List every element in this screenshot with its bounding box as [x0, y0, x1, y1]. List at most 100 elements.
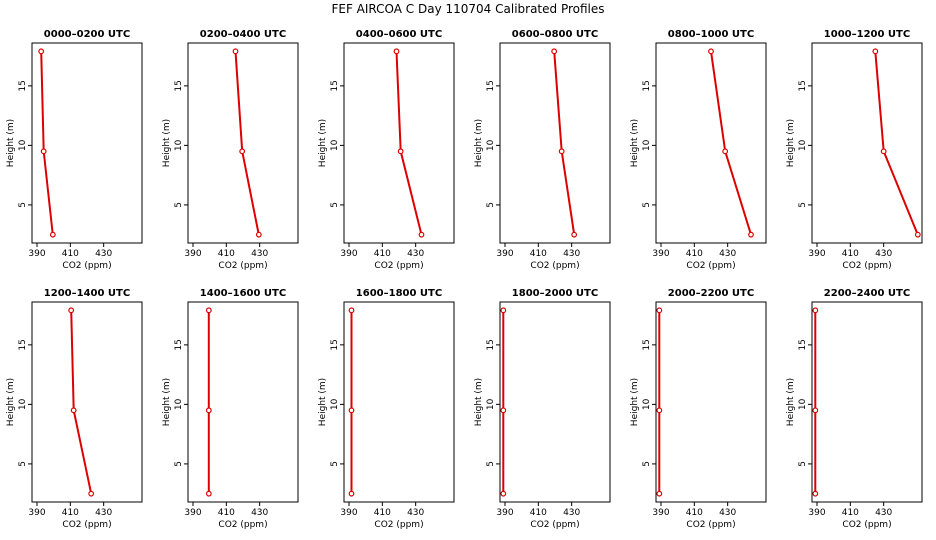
y-axis-label: Height (m): [474, 378, 484, 426]
data-point: [68, 307, 75, 314]
profile-panel: 0200–0400 UTC 390 410 430 5 10 15 CO2 (ppm) Heig…: [162, 29, 299, 271]
y-tick-label: 5: [174, 202, 184, 208]
profile-panel: 0000–0200 UTC 390 410 430 5 10 15 CO2 (ppm) Heig…: [6, 29, 143, 271]
x-axis-label: CO2 (ppm): [530, 520, 579, 530]
x-axis-label: CO2 (ppm): [686, 261, 735, 271]
y-tick-label: 15: [18, 339, 28, 350]
data-point: [656, 407, 663, 414]
profile-line: [395, 51, 423, 235]
x-tick-label: 410: [62, 249, 79, 259]
plot-frame: [187, 301, 299, 503]
x-axis-label: CO2 (ppm): [218, 520, 267, 530]
profile-panel: 1800–2000 UTC 390 410 430 5 10 15 CO2 (ppm) Heig…: [474, 288, 611, 530]
x-tick-label: 390: [496, 249, 513, 259]
y-axis-label: Height (m): [786, 119, 796, 167]
y-tick-label: 15: [486, 80, 496, 91]
x-tick-label: 430: [875, 508, 892, 518]
panel-title: 0200–0400 UTC: [200, 29, 286, 40]
plot-frame: [655, 42, 767, 244]
plot-frame: [811, 301, 923, 503]
plot-frame: [187, 42, 299, 244]
panel-title: 0400–0600 UTC: [356, 29, 442, 40]
profile-panel: 2000–2200 UTC 390 410 430 5 10 15 CO2 (ppm) Heig…: [630, 288, 767, 530]
y-tick-label: 10: [330, 398, 340, 410]
data-point: [348, 407, 355, 414]
x-tick-label: 430: [251, 249, 268, 259]
panel-title: 1400–1600 UTC: [200, 288, 286, 299]
profile-line: [553, 51, 576, 235]
x-axis-label: CO2 (ppm): [530, 261, 579, 271]
y-axis-label: Height (m): [318, 378, 328, 426]
x-tick-label: 390: [28, 249, 45, 259]
data-point: [348, 490, 355, 497]
profile-panel: 1400–1600 UTC 390 410 430 5 10 15 CO2 (ppm) Heig…: [162, 288, 299, 530]
y-tick-label: 5: [330, 202, 340, 208]
y-axis-label: Height (m): [162, 119, 172, 167]
panel-title: 1200–1400 UTC: [44, 288, 130, 299]
profile-panel: 0600–0800 UTC 390 410 430 5 10 15 CO2 (ppm) Heig…: [474, 29, 611, 271]
y-axis-label: Height (m): [630, 119, 640, 167]
y-tick-label: 5: [330, 461, 340, 467]
y-tick-label: 5: [798, 461, 808, 467]
x-tick-label: 410: [62, 508, 79, 518]
x-tick-label: 390: [340, 508, 357, 518]
data-point: [708, 48, 714, 55]
y-axis-label: Height (m): [162, 378, 172, 426]
data-point: [88, 490, 95, 497]
plot-frame: [31, 301, 143, 503]
data-point: [500, 307, 507, 314]
panel-title: 0000–0200 UTC: [44, 29, 130, 40]
x-axis-label: CO2 (ppm): [374, 261, 423, 271]
data-point: [500, 407, 507, 414]
y-tick-label: 10: [18, 398, 28, 410]
x-tick-label: 410: [530, 508, 547, 518]
data-point: [49, 231, 56, 238]
y-axis-label: Height (m): [6, 119, 16, 167]
y-tick-label: 5: [486, 461, 496, 467]
data-point: [722, 148, 729, 155]
data-point: [205, 307, 212, 314]
x-tick-label: 430: [95, 508, 112, 518]
profile-line: [234, 51, 260, 235]
x-tick-label: 430: [251, 508, 268, 518]
y-tick-label: 5: [18, 461, 28, 467]
panel-title: 2000–2200 UTC: [668, 288, 754, 299]
panel-title: 0600–0800 UTC: [512, 29, 598, 40]
x-axis-label: CO2 (ppm): [62, 261, 111, 271]
y-tick-label: 15: [642, 339, 652, 350]
y-tick-label: 10: [174, 139, 184, 151]
data-point: [70, 407, 77, 414]
y-tick-label: 5: [642, 202, 652, 208]
x-axis-label: CO2 (ppm): [686, 520, 735, 530]
data-point: [255, 231, 262, 238]
data-point: [393, 48, 400, 55]
y-tick-label: 10: [486, 398, 496, 410]
y-tick-label: 15: [330, 339, 340, 350]
plot-frame: [499, 301, 611, 503]
y-tick-label: 15: [798, 80, 808, 91]
profile-panel: 1200–1400 UTC 390 410 430 5 10 15 CO2 (ppm) Heig…: [6, 288, 143, 530]
x-tick-label: 430: [719, 508, 736, 518]
x-tick-label: 410: [374, 249, 391, 259]
y-tick-label: 5: [642, 461, 652, 467]
y-tick-label: 15: [330, 80, 340, 91]
y-axis-label: Height (m): [318, 119, 328, 167]
data-point: [205, 490, 212, 497]
x-tick-label: 430: [719, 249, 736, 259]
x-tick-label: 430: [407, 508, 424, 518]
data-point: [812, 490, 819, 497]
x-tick-label: 410: [530, 249, 547, 259]
data-point: [418, 231, 425, 238]
y-axis-label: Height (m): [6, 378, 16, 426]
data-point: [812, 407, 819, 414]
x-axis-label: CO2 (ppm): [62, 520, 111, 530]
profile-panel: 0400–0600 UTC 390 410 430 5 10 15 CO2 (ppm) Heig…: [318, 29, 455, 271]
y-tick-label: 15: [174, 339, 184, 350]
y-tick-label: 15: [174, 80, 184, 91]
data-point: [914, 231, 921, 238]
profile-line: [710, 51, 752, 235]
plot-frame: [343, 301, 455, 503]
x-tick-label: 410: [218, 249, 235, 259]
